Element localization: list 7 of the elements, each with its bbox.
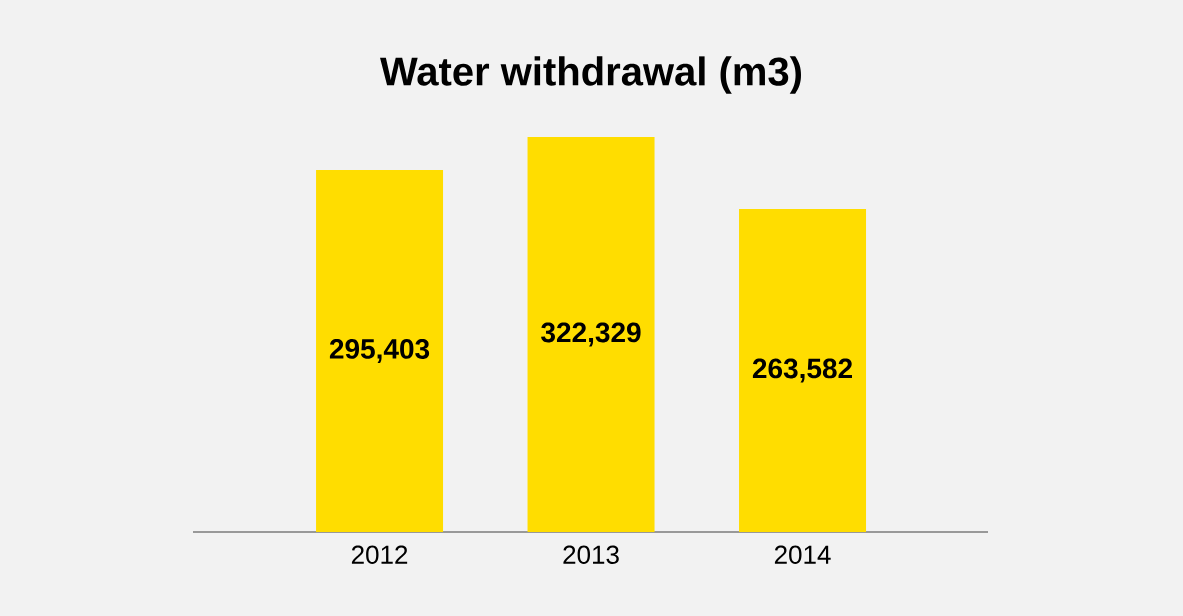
x-tick-label: 2013 bbox=[563, 545, 619, 564]
chart-title: Water withdrawal (m3) bbox=[380, 56, 801, 94]
data-label: 322,329 bbox=[541, 322, 641, 347]
x-tick-label: 2012 bbox=[351, 545, 408, 564]
data-label: 263,582 bbox=[752, 358, 852, 383]
data-label: 295,403 bbox=[329, 339, 430, 363]
x-tick-label: 2014 bbox=[774, 545, 831, 564]
